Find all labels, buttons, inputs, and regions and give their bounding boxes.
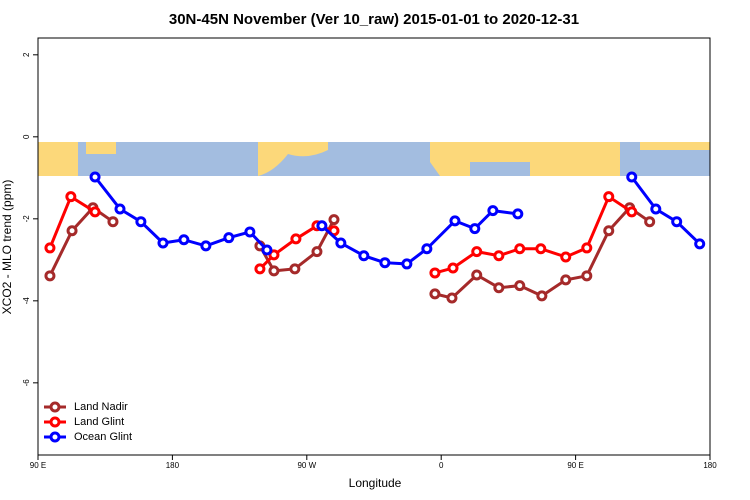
data-point xyxy=(401,258,413,270)
data-point xyxy=(535,243,547,255)
data-point xyxy=(581,270,593,282)
data-point xyxy=(379,257,391,269)
data-point xyxy=(89,171,101,183)
y-tick-label: 2 xyxy=(22,52,31,57)
series-line xyxy=(320,209,519,266)
data-point xyxy=(429,267,441,279)
data-point xyxy=(223,232,235,244)
data-point xyxy=(44,242,56,254)
data-point xyxy=(514,280,526,292)
data-point xyxy=(311,246,323,258)
y-tick-label: -2 xyxy=(22,215,31,223)
series-line xyxy=(48,194,96,249)
series-line xyxy=(630,176,701,245)
map-band xyxy=(38,142,710,176)
data-point xyxy=(626,171,638,183)
data-point xyxy=(289,263,301,275)
data-point xyxy=(650,203,662,215)
x-tick-label: 90 W xyxy=(297,461,316,470)
data-point xyxy=(487,205,499,217)
data-point xyxy=(469,223,481,235)
x-tick-label: 180 xyxy=(703,461,717,470)
y-tick-label: -4 xyxy=(22,297,31,305)
x-tick-label: 180 xyxy=(166,461,180,470)
data-point xyxy=(560,251,572,263)
data-point xyxy=(178,234,190,246)
chart-title: 30N-45N November (Ver 10_raw) 2015-01-01… xyxy=(169,11,579,28)
data-point xyxy=(449,215,461,227)
data-point xyxy=(694,238,706,250)
data-point xyxy=(514,243,526,255)
legend-marker xyxy=(49,416,61,428)
legend-label: Land Glint xyxy=(74,416,124,428)
data-point xyxy=(44,270,56,282)
x-tick-label: 0 xyxy=(439,461,444,470)
data-point xyxy=(89,206,101,218)
data-point xyxy=(603,191,615,203)
data-point xyxy=(66,225,78,237)
data-point xyxy=(328,214,340,226)
y-tick-label: -6 xyxy=(22,379,31,387)
data-point xyxy=(471,269,483,281)
data-point xyxy=(626,206,638,218)
data-point xyxy=(644,216,656,228)
data-point xyxy=(421,243,433,255)
data-point xyxy=(157,237,169,249)
data-point xyxy=(254,263,266,275)
data-point xyxy=(560,274,572,286)
data-point xyxy=(493,250,505,262)
y-axis-label: XCO2 - MLO trend (ppm) xyxy=(0,180,14,315)
legend-label: Ocean Glint xyxy=(74,431,132,443)
data-point xyxy=(512,208,524,220)
x-tick-label: 90 E xyxy=(567,461,583,470)
data-point xyxy=(446,292,458,304)
data-point xyxy=(358,250,370,262)
data-point xyxy=(671,216,683,228)
data-point xyxy=(328,225,340,237)
data-point xyxy=(244,226,256,238)
data-point xyxy=(268,265,280,277)
data-point xyxy=(261,244,273,256)
data-point xyxy=(114,203,126,215)
data-point xyxy=(493,282,505,294)
data-point xyxy=(335,237,347,249)
data-point xyxy=(447,262,459,274)
data-point xyxy=(581,242,593,254)
x-axis-label: Longitude xyxy=(349,476,402,490)
data-point xyxy=(429,288,441,300)
data-point xyxy=(471,246,483,258)
series-line xyxy=(434,194,633,275)
data-point xyxy=(536,290,548,302)
plot-frame xyxy=(37,37,711,456)
data-point xyxy=(135,216,147,228)
series-line xyxy=(48,205,114,277)
legend-marker xyxy=(49,401,61,413)
data-point xyxy=(107,216,119,228)
legend-label: Land Nadir xyxy=(74,401,128,413)
data-point xyxy=(65,191,77,203)
data-point xyxy=(603,225,615,237)
data-point xyxy=(290,233,302,245)
data-point xyxy=(268,249,280,261)
legend-marker xyxy=(49,431,61,443)
data-point xyxy=(200,240,212,252)
x-tick-label: 90 E xyxy=(30,461,46,470)
y-tick-label: 0 xyxy=(22,134,31,139)
data-point xyxy=(316,220,328,232)
